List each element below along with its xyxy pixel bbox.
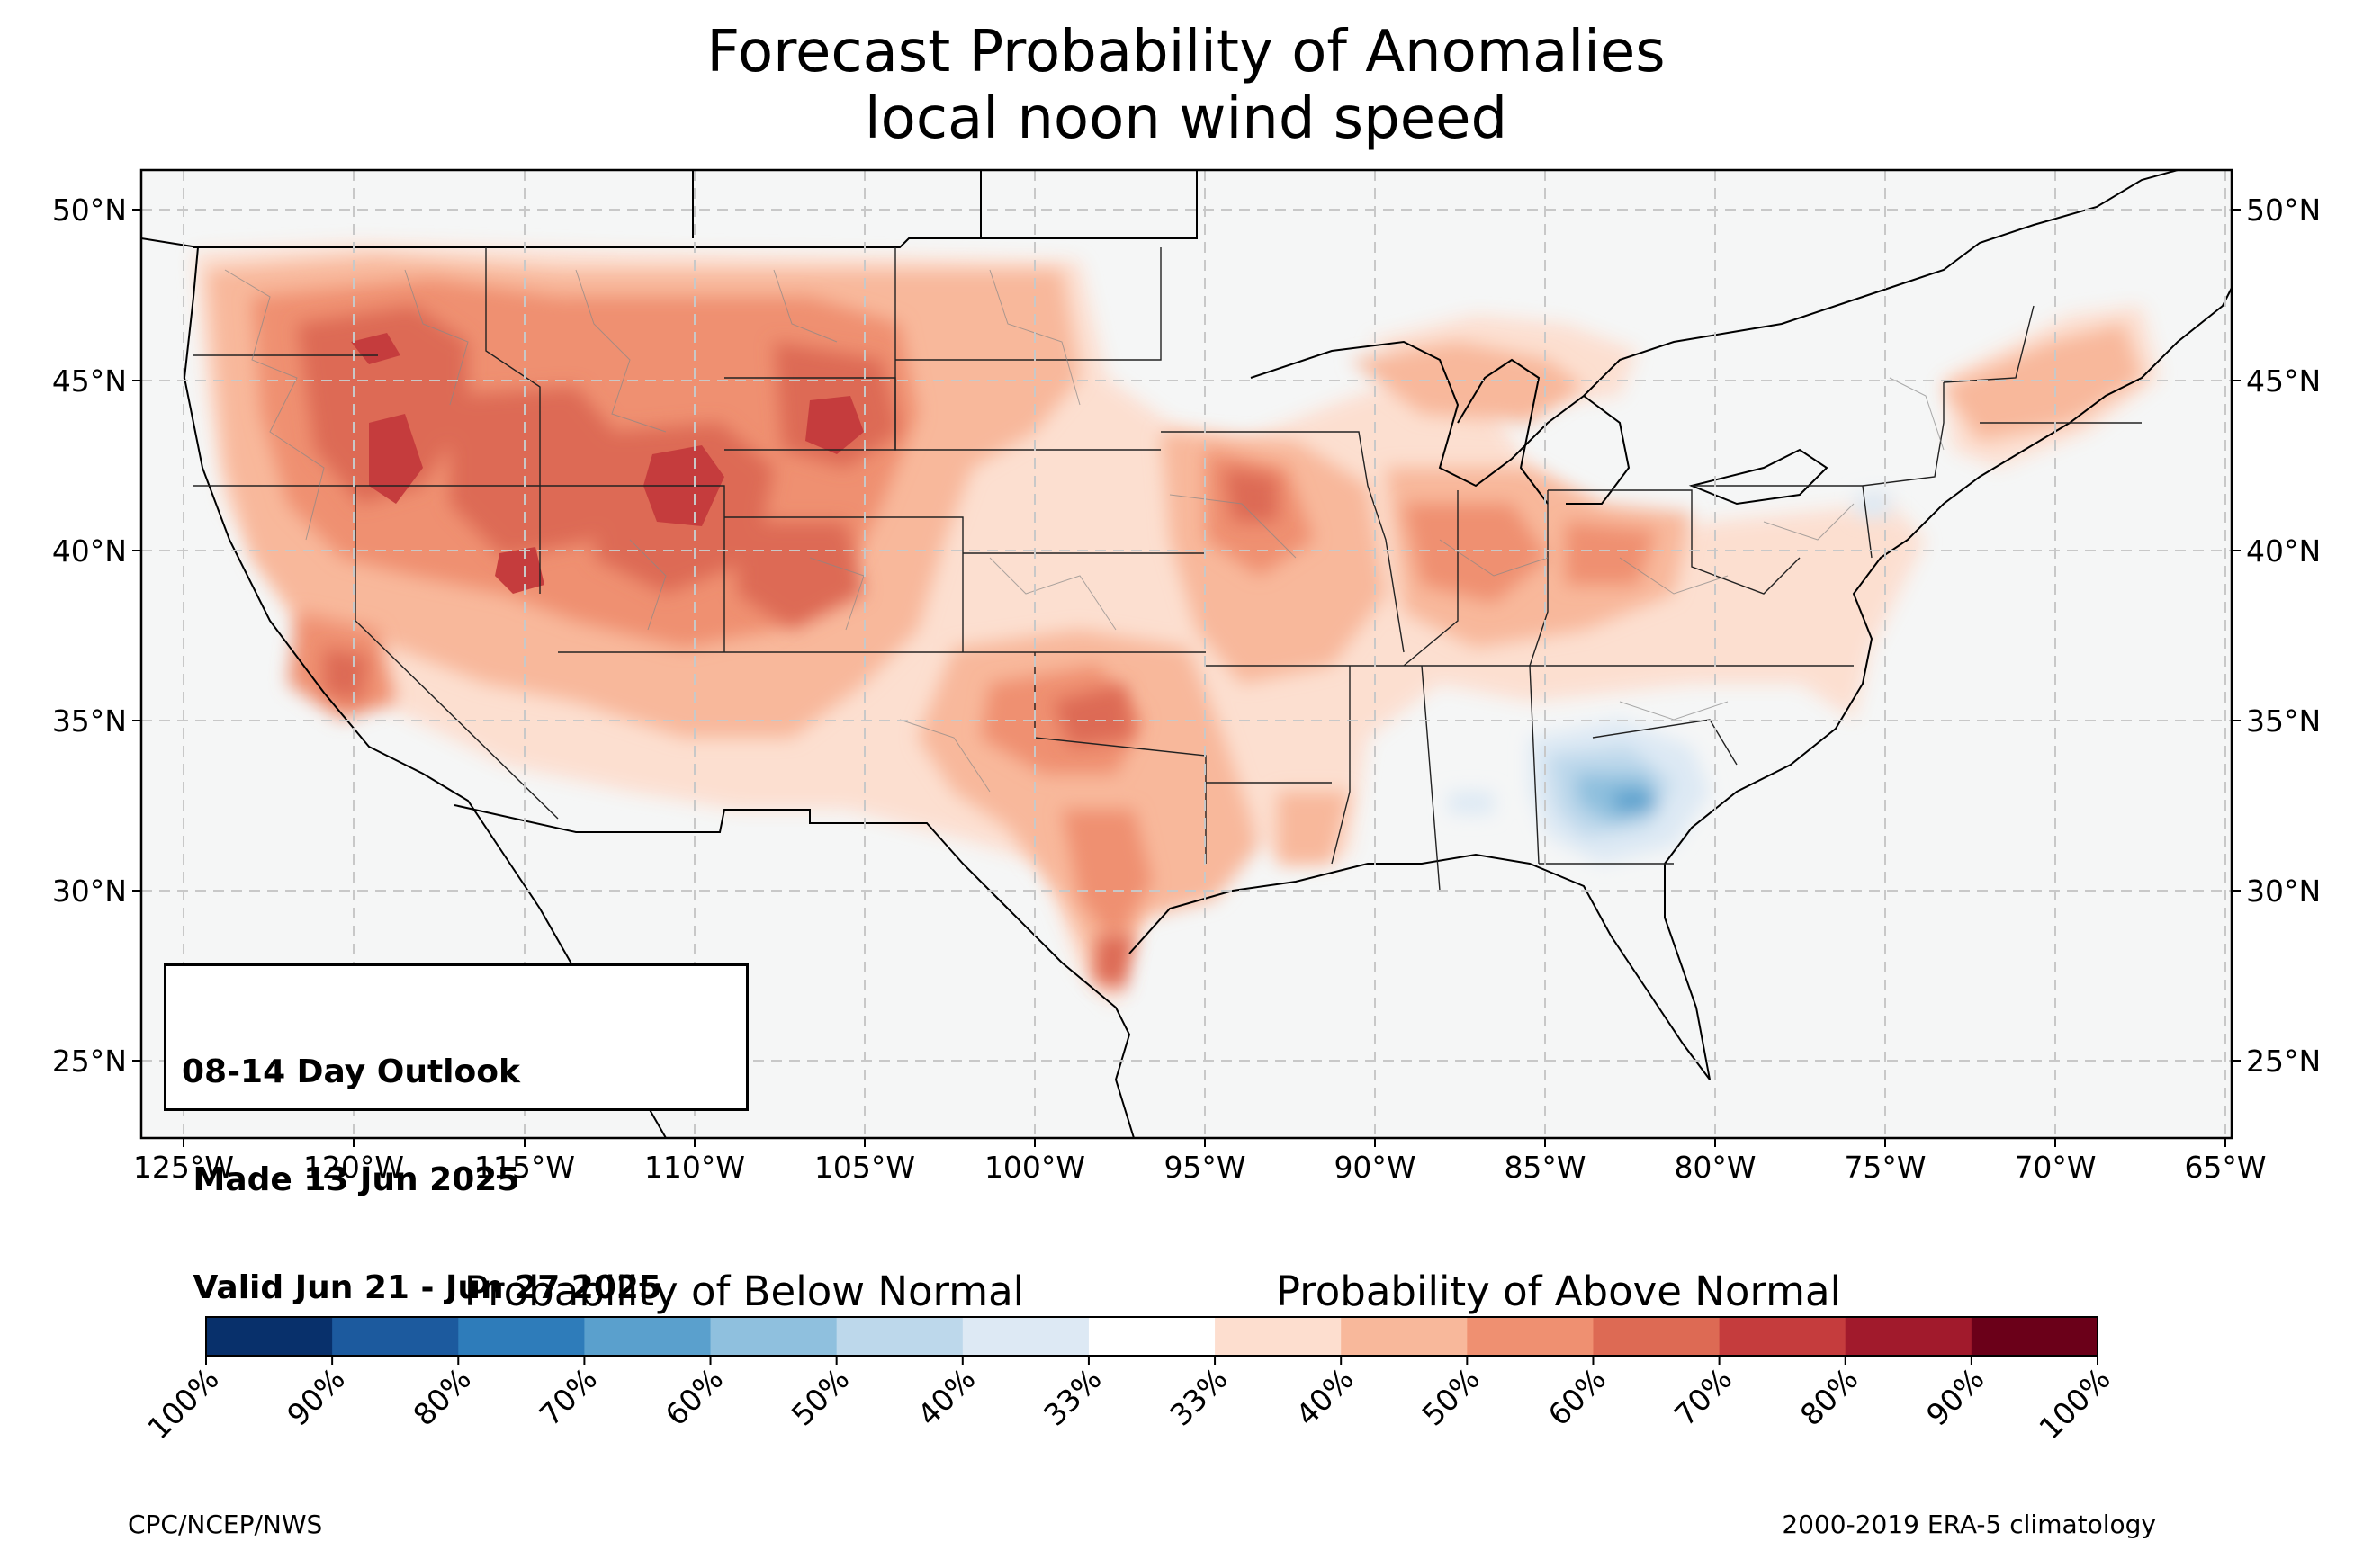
below-normal-region: [1449, 490, 1890, 864]
lon-label: 100°W: [984, 1150, 1085, 1185]
lat-label-right: 35°N: [2246, 703, 2321, 739]
lat-label-right: 45°N: [2246, 363, 2321, 399]
colorbar-tick-label: 80%: [1793, 1361, 1864, 1432]
map-frame: [139, 168, 2233, 1140]
colorbar-frame: [205, 1316, 2098, 1357]
colorbar-tick-label: 60%: [1541, 1361, 1613, 1432]
lat-label-left: 35°N: [52, 703, 127, 739]
colorbar-segment: [1341, 1317, 1468, 1356]
outlook-period: 08-14 Day Outlook: [182, 1053, 520, 1090]
colorbar-tick-labels: 100% 90% 80% 70% 60% 50% 40% 33% 33% 40% 50% 60% 70%…: [140, 1356, 2117, 1446]
lat-label-right: 50°N: [2246, 193, 2321, 228]
colorbar-segment: [1088, 1317, 1216, 1356]
lon-label: 105°W: [814, 1150, 915, 1185]
colorbar-segment: [836, 1317, 964, 1356]
lon-label: 85°W: [1504, 1150, 1586, 1185]
colorbar-tick-label: 40%: [1289, 1361, 1360, 1432]
above-70-80-region: [351, 333, 864, 594]
colorbar-tick-label: 33%: [1037, 1361, 1108, 1432]
colorbar: [205, 1316, 2098, 1357]
chart-title-line-1: Forecast Probability of Anomalies: [706, 19, 1666, 85]
lon-label: 90°W: [1334, 1150, 1415, 1185]
lon-label: 75°W: [1844, 1150, 1926, 1185]
colorbar-segment: [1971, 1317, 2098, 1356]
colorbar-tick-label: 90%: [280, 1361, 351, 1432]
colorbar-segment: [1719, 1317, 1846, 1356]
colorbar-tick-label: 70%: [533, 1361, 604, 1432]
colorbar-tick-label: 50%: [1415, 1361, 1487, 1432]
colorbar-segment: [710, 1317, 838, 1356]
colorbar-tick-label: 33%: [1163, 1361, 1234, 1432]
latitude-labels-right: 50°N 45°N 40°N 35°N 30°N 25°N: [2232, 193, 2321, 1079]
lat-label-left: 40°N: [52, 533, 127, 569]
state-borders: [193, 247, 2142, 892]
lon-label: 115°W: [474, 1150, 575, 1185]
anomaly-shading: [141, 170, 2232, 1138]
lon-label: 80°W: [1674, 1150, 1756, 1185]
lat-label-right: 30°N: [2246, 874, 2321, 909]
colorbar-tick-label: 80%: [406, 1361, 477, 1432]
lat-label-right: 40°N: [2246, 533, 2321, 569]
credit-right: 2000-2019 ERA-5 climatology: [1782, 1510, 2156, 1539]
lat-label-left: 30°N: [52, 874, 127, 909]
lon-label: 65°W: [2184, 1150, 2266, 1185]
chart-title-line-2: local noon wind speed: [864, 85, 1508, 152]
outlook-made-date: Made 13 Jun 2025: [182, 1161, 520, 1198]
county-borders: [224, 269, 1945, 793]
colorbar-below-label: Probability of Below Normal: [464, 1268, 1024, 1315]
colorbar-segment: [1593, 1317, 1721, 1356]
colorbar-segment: [1845, 1317, 1972, 1356]
colorbar-segment: [1467, 1317, 1594, 1356]
lon-label: 110°W: [644, 1150, 745, 1185]
outlook-info-box: 08-14 Day Outlook Made 13 Jun 2025 Valid…: [164, 963, 749, 1306]
credit-left: CPC/NCEP/NWS: [128, 1510, 322, 1539]
colorbar-segment: [458, 1317, 585, 1356]
outlook-valid-range: Valid Jun 21 - Jun 27 2025: [182, 1269, 662, 1306]
lat-label-left: 45°N: [52, 363, 127, 399]
colorbar-tick-label: 40%: [911, 1361, 982, 1432]
lon-label: 120°W: [303, 1150, 404, 1185]
colorbar-segment: [584, 1317, 712, 1356]
lon-label: 95°W: [1164, 1150, 1245, 1185]
map-panel: [139, 168, 2233, 1140]
lon-label: 125°W: [133, 1150, 234, 1185]
longitude-labels: 125°W 120°W 115°W 110°W 105°W 100°W 95°W 90°W 85…: [133, 1138, 2267, 1185]
colorbar-segment: [1215, 1317, 1342, 1356]
lat-label-left: 25°N: [52, 1044, 127, 1079]
lat-label-right: 25°N: [2246, 1044, 2321, 1079]
colorbar-segment: [332, 1317, 459, 1356]
colorbar-tick-label: 70%: [1667, 1361, 1739, 1432]
colorbar-above-label: Probability of Above Normal: [1276, 1268, 1841, 1315]
colorbar-tick-label: 90%: [1919, 1361, 1990, 1432]
lat-label-left: 50°N: [52, 193, 127, 228]
colorbar-tick-label: 50%: [785, 1361, 856, 1432]
colorbar-segment: [206, 1317, 333, 1356]
colorbar-tick-label: 100%: [2032, 1361, 2116, 1446]
colorbar-segment: [962, 1317, 1090, 1356]
colorbar-tick-label: 60%: [659, 1361, 730, 1432]
lon-label: 70°W: [2014, 1150, 2096, 1185]
latitude-labels-left: 50°N 45°N 40°N 35°N 30°N 25°N: [52, 193, 141, 1079]
colorbar-tick-label: 100%: [140, 1361, 225, 1446]
